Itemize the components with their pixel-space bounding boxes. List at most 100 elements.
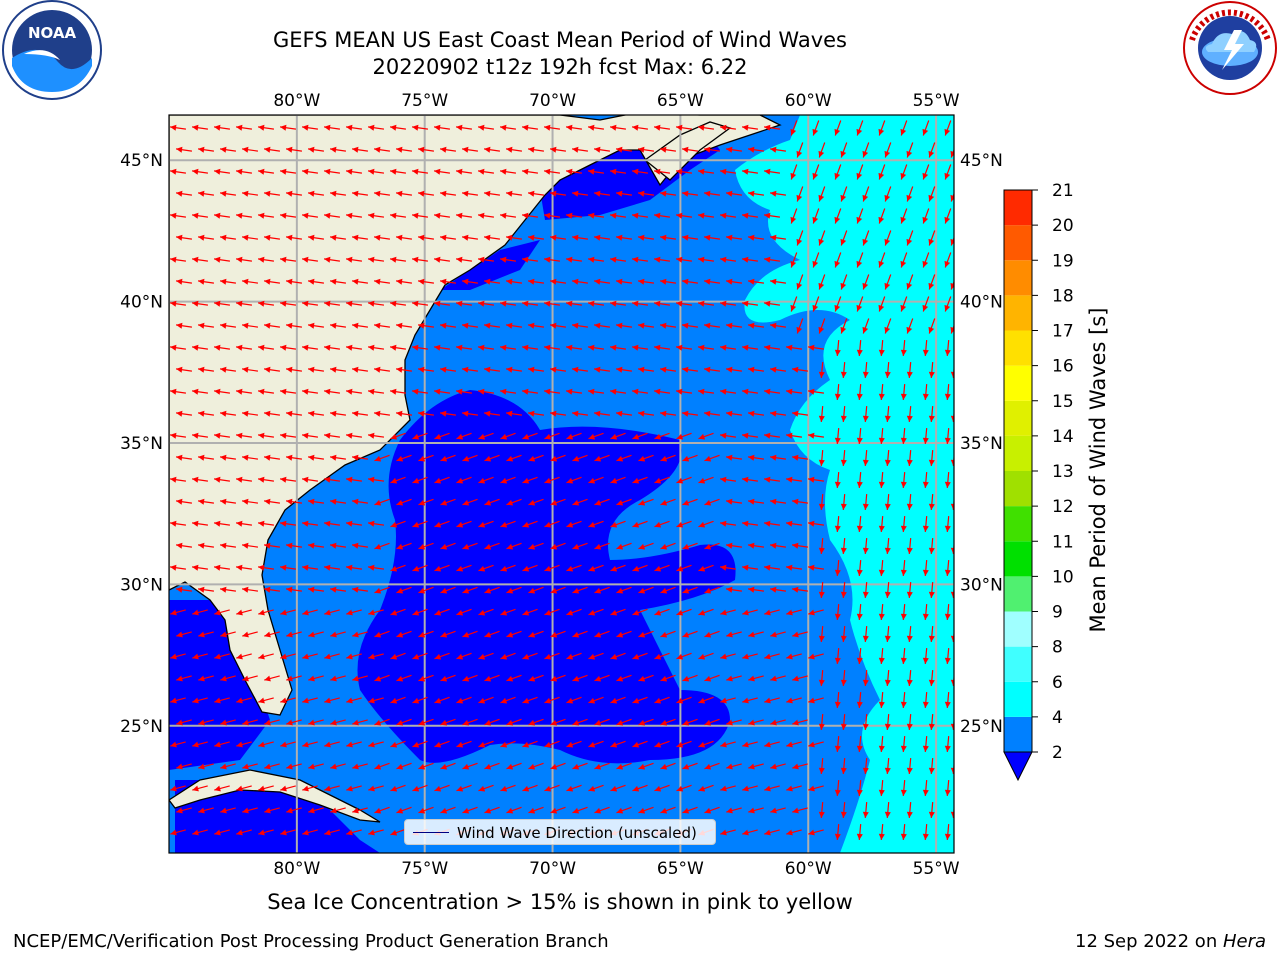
wave-arrow-head: [588, 785, 596, 792]
wave-arrow-head: [280, 344, 287, 351]
wave-arrow-head: [900, 349, 907, 356]
wave-arrow-head: [906, 503, 913, 510]
wave-arrow-head: [374, 146, 381, 153]
wave-arrow-head: [840, 503, 847, 510]
wave-arrow-head: [214, 564, 221, 571]
wave-arrow-head: [900, 833, 907, 840]
wave-arrow-head: [764, 520, 771, 527]
wave-arrow-head: [808, 697, 815, 704]
wave-arrow-head: [808, 829, 815, 836]
wave-arrow-head: [928, 238, 935, 246]
wave-arrow-head: [176, 675, 183, 682]
wave-arrow-head: [922, 789, 929, 796]
lon-tick-label-bottom: 75°W: [401, 859, 448, 879]
wave-arrow-head: [944, 481, 951, 488]
wave-arrow-head: [572, 366, 579, 373]
wave-arrow-head: [922, 481, 929, 488]
wave-arrow-head: [192, 653, 199, 660]
wave-arrow-head: [220, 278, 227, 285]
map-frame: [168, 114, 955, 854]
wave-arrow-head: [242, 366, 249, 373]
wave-arrow-head: [214, 476, 221, 483]
wave-arrow-head: [412, 300, 419, 307]
wave-arrow-head: [330, 631, 337, 638]
wave-arrow-head: [170, 432, 177, 439]
wave-arrow-head: [884, 282, 891, 290]
wave-arrow-head: [192, 124, 199, 131]
wave-arrow-head: [308, 675, 315, 682]
wave-arrow-head: [950, 459, 954, 466]
wave-arrow-head: [594, 190, 601, 197]
wave-arrow-head: [346, 388, 353, 395]
wave-arrow-head: [302, 212, 309, 219]
lon-tick-label-top: 65°W: [657, 91, 704, 111]
wave-arrow-head: [390, 433, 398, 440]
wave-arrow-head: [764, 785, 771, 792]
wave-arrow-head: [324, 697, 331, 704]
wave-arrow-head: [748, 675, 755, 682]
wave-arrow-head: [834, 304, 841, 312]
wave-arrow-head: [808, 388, 815, 395]
wave-arrow-head: [770, 366, 777, 373]
wave-arrow-head: [522, 388, 529, 395]
wave-arrow-head: [878, 525, 885, 532]
wave-arrow-head: [862, 194, 869, 202]
wave-arrow-head: [704, 410, 711, 417]
wave-arrow-head: [412, 433, 420, 440]
wave-arrow-head: [324, 520, 331, 527]
wave-arrow-head: [808, 741, 815, 748]
wave-arrow-head: [950, 811, 954, 818]
wave-arrow-head: [462, 146, 469, 153]
wave-arrow-head: [856, 481, 863, 488]
wave-arrow-head: [434, 212, 441, 219]
wave-arrow-head: [390, 829, 398, 836]
wave-arrow-head: [676, 565, 684, 572]
wave-arrow-head: [720, 432, 727, 439]
wave-arrow-head: [682, 278, 689, 285]
wave-arrow-head: [258, 829, 265, 836]
wave-arrow-head: [834, 349, 841, 356]
colorbar-segment: [1004, 435, 1032, 471]
wave-arrow-head: [764, 432, 771, 439]
wave-arrow-head: [434, 521, 442, 528]
wave-arrow-head: [440, 234, 447, 241]
wave-arrow-head: [506, 543, 514, 550]
wave-arrow-head: [928, 459, 935, 466]
wave-arrow-head: [170, 609, 177, 616]
wave-arrow-head: [950, 767, 954, 774]
wave-arrow-head: [198, 278, 205, 285]
wave-arrow-head: [170, 741, 177, 748]
wave-arrow-head: [440, 675, 448, 682]
wave-arrow-head: [764, 653, 771, 660]
wave-arrow-head: [176, 807, 183, 814]
wave-arrow-head: [170, 785, 177, 792]
wave-arrow-head: [594, 587, 602, 594]
wave-arrow-head: [770, 719, 777, 726]
wave-arrow-head: [192, 609, 199, 616]
wave-arrow-head: [522, 168, 529, 175]
wave-arrow-head: [906, 459, 913, 466]
wave-arrow-head: [456, 388, 463, 395]
wave-arrow-head: [192, 697, 199, 704]
wave-arrow-head: [944, 569, 951, 576]
wave-arrow-head: [220, 366, 227, 373]
wave-arrow-head: [462, 234, 469, 241]
chart-title: GEFS MEAN US East Coast Mean Period of W…: [273, 28, 847, 52]
wave-arrow-head: [790, 128, 797, 136]
wave-arrow-head: [280, 476, 287, 483]
wave-arrow-head: [572, 455, 580, 462]
wave-arrow-head: [594, 455, 602, 462]
wave-arrow-head: [900, 525, 907, 532]
wave-arrow-head: [434, 609, 442, 616]
wave-arrow-head: [412, 697, 420, 704]
wave-arrow-head: [698, 168, 705, 175]
wave-arrow-head: [264, 498, 271, 505]
wave-arrow-head: [698, 344, 705, 351]
land-cuba: [169, 769, 381, 823]
wave-arrow-head: [484, 631, 492, 638]
wave-arrow-head: [236, 829, 243, 836]
wave-arrow-head: [654, 256, 661, 263]
wave-arrow-head: [346, 168, 353, 175]
wave-arrow-head: [632, 124, 639, 131]
wave-arrow-head: [418, 410, 425, 417]
